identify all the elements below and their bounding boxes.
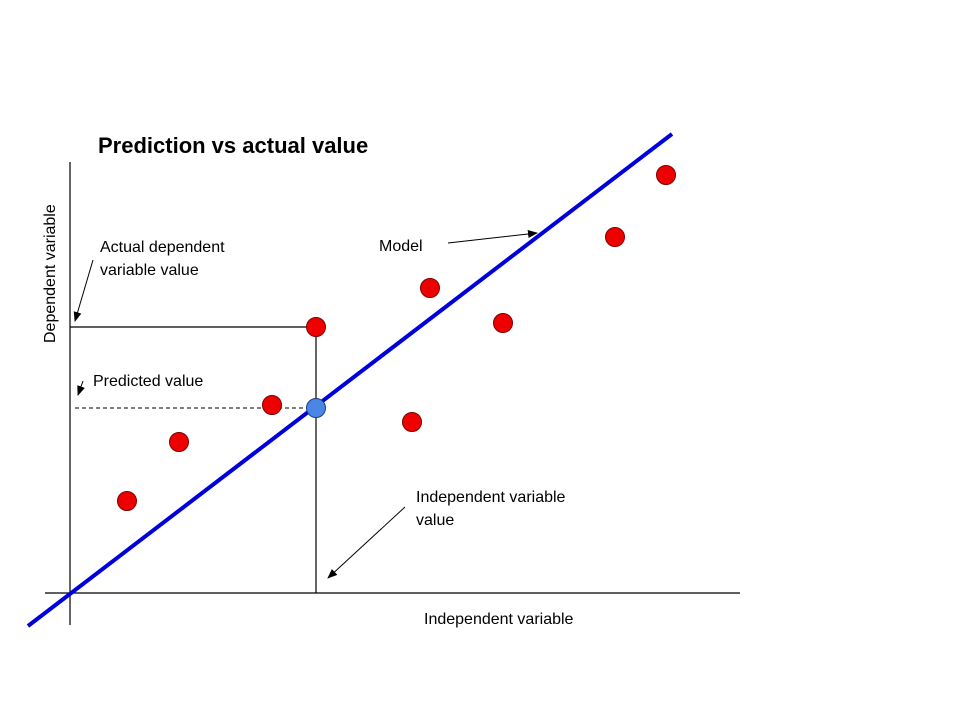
independent-arrow (327, 506, 406, 579)
data-point (117, 491, 137, 511)
data-point (493, 313, 513, 333)
independent-annotation-line2: value (416, 512, 454, 529)
model-annotation: Model (379, 238, 423, 255)
data-point (169, 432, 189, 452)
model-arrow (447, 230, 538, 244)
model-line (26, 132, 674, 628)
predicted-point (306, 398, 326, 418)
data-point (605, 227, 625, 247)
y-axis-label: Dependent variable (42, 204, 59, 343)
data-point (402, 412, 422, 432)
diagram-title: Prediction vs actual value (98, 133, 368, 158)
data-point (420, 278, 440, 298)
predicted-arrow (77, 380, 85, 396)
x-axis-label: Independent variable (424, 611, 574, 628)
independent-annotation-line1: Independent variable (416, 489, 566, 506)
data-point (262, 395, 282, 415)
actual-annotation-line1: Actual dependent (100, 239, 225, 256)
actual-annotation-line2: variable value (100, 262, 199, 279)
data-point-actual (306, 317, 326, 337)
data-point (656, 165, 676, 185)
predicted-annotation: Predicted value (93, 373, 203, 390)
actual-arrow (73, 259, 94, 322)
